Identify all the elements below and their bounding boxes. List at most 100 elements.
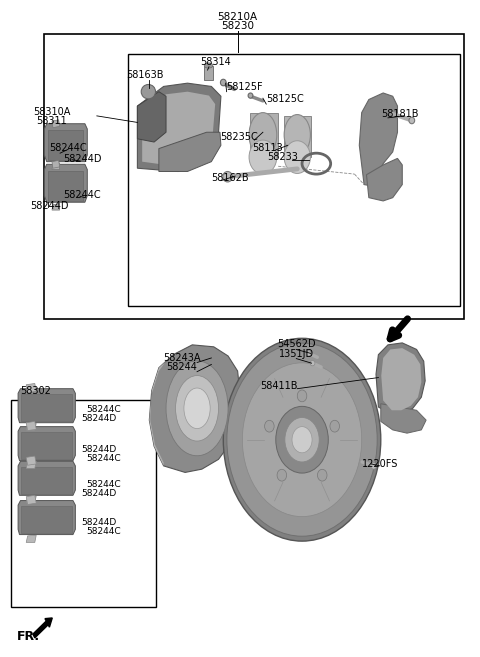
Polygon shape bbox=[52, 204, 60, 210]
Polygon shape bbox=[52, 163, 60, 170]
Text: 58162B: 58162B bbox=[211, 173, 248, 183]
Polygon shape bbox=[26, 421, 36, 430]
Text: 58181B: 58181B bbox=[381, 109, 419, 119]
Ellipse shape bbox=[284, 114, 311, 155]
Text: 58163B: 58163B bbox=[126, 70, 163, 80]
Text: 58244D: 58244D bbox=[30, 201, 69, 211]
Polygon shape bbox=[22, 466, 72, 494]
Polygon shape bbox=[26, 423, 36, 430]
Text: 58125F: 58125F bbox=[227, 81, 263, 92]
Polygon shape bbox=[26, 461, 36, 468]
Ellipse shape bbox=[249, 140, 277, 174]
Text: 58244D: 58244D bbox=[63, 154, 102, 164]
Ellipse shape bbox=[409, 117, 415, 124]
Ellipse shape bbox=[317, 469, 327, 481]
Bar bbox=[284, 116, 311, 157]
Text: FR.: FR. bbox=[17, 629, 40, 643]
Polygon shape bbox=[376, 343, 425, 413]
FancyArrow shape bbox=[33, 618, 52, 638]
Ellipse shape bbox=[264, 420, 274, 432]
Polygon shape bbox=[52, 120, 60, 127]
Polygon shape bbox=[18, 426, 75, 461]
Ellipse shape bbox=[297, 390, 307, 402]
Text: 58244C: 58244C bbox=[63, 190, 101, 200]
Ellipse shape bbox=[292, 426, 312, 453]
Polygon shape bbox=[18, 389, 75, 422]
Text: 58244D: 58244D bbox=[82, 414, 117, 422]
Ellipse shape bbox=[223, 171, 232, 182]
Text: 58125C: 58125C bbox=[266, 94, 304, 104]
Text: 1220FS: 1220FS bbox=[361, 459, 398, 468]
Bar bbox=[128, 54, 459, 306]
Text: 58244C: 58244C bbox=[86, 480, 121, 489]
Polygon shape bbox=[18, 501, 75, 535]
Text: 58243A: 58243A bbox=[163, 353, 201, 363]
Text: 1351JD: 1351JD bbox=[279, 349, 314, 359]
Polygon shape bbox=[18, 461, 75, 495]
Ellipse shape bbox=[242, 363, 362, 516]
Polygon shape bbox=[52, 160, 60, 168]
Ellipse shape bbox=[141, 85, 156, 99]
Polygon shape bbox=[48, 171, 83, 201]
Polygon shape bbox=[44, 124, 87, 162]
Text: 58244C: 58244C bbox=[86, 527, 121, 536]
Polygon shape bbox=[44, 164, 87, 202]
Bar bbox=[44, 34, 464, 319]
Polygon shape bbox=[48, 130, 83, 160]
Ellipse shape bbox=[176, 376, 218, 441]
Polygon shape bbox=[149, 345, 240, 472]
Polygon shape bbox=[360, 93, 397, 186]
Polygon shape bbox=[22, 394, 72, 421]
Ellipse shape bbox=[248, 93, 253, 98]
Bar bbox=[204, 66, 213, 80]
Ellipse shape bbox=[223, 338, 381, 541]
Text: 58233: 58233 bbox=[267, 152, 299, 162]
Ellipse shape bbox=[330, 420, 339, 432]
Text: 58230: 58230 bbox=[221, 22, 254, 32]
Polygon shape bbox=[381, 348, 421, 410]
Polygon shape bbox=[149, 355, 173, 466]
Polygon shape bbox=[137, 83, 221, 171]
Text: 58113: 58113 bbox=[252, 143, 283, 152]
Bar bbox=[11, 401, 156, 606]
Ellipse shape bbox=[249, 112, 277, 157]
Text: 58244: 58244 bbox=[167, 362, 197, 372]
Polygon shape bbox=[26, 496, 36, 503]
Polygon shape bbox=[22, 432, 72, 459]
Text: 58310A: 58310A bbox=[33, 107, 70, 117]
Ellipse shape bbox=[284, 141, 311, 173]
Ellipse shape bbox=[166, 361, 228, 456]
Ellipse shape bbox=[371, 463, 376, 469]
Polygon shape bbox=[26, 535, 36, 543]
Ellipse shape bbox=[285, 417, 319, 462]
Ellipse shape bbox=[220, 79, 226, 86]
Text: 58244C: 58244C bbox=[49, 143, 87, 152]
Text: 58411B: 58411B bbox=[260, 380, 298, 391]
Polygon shape bbox=[142, 92, 215, 166]
Ellipse shape bbox=[184, 388, 210, 428]
Polygon shape bbox=[366, 158, 402, 201]
Polygon shape bbox=[381, 404, 426, 433]
Text: 58244C: 58244C bbox=[86, 405, 121, 413]
Text: 58235C: 58235C bbox=[220, 132, 257, 142]
Text: 58314: 58314 bbox=[200, 57, 230, 67]
Bar bbox=[250, 112, 278, 157]
Text: 58210A: 58210A bbox=[217, 12, 258, 22]
Polygon shape bbox=[137, 92, 166, 142]
Polygon shape bbox=[26, 456, 36, 465]
Text: 58244D: 58244D bbox=[82, 445, 117, 454]
Ellipse shape bbox=[204, 63, 213, 68]
Ellipse shape bbox=[227, 343, 377, 536]
Text: 54562D: 54562D bbox=[277, 340, 316, 350]
Ellipse shape bbox=[310, 361, 315, 366]
Text: 58311: 58311 bbox=[36, 116, 67, 125]
Ellipse shape bbox=[276, 406, 328, 473]
Polygon shape bbox=[26, 384, 36, 393]
Text: 58244C: 58244C bbox=[86, 454, 121, 463]
Polygon shape bbox=[159, 132, 221, 171]
Ellipse shape bbox=[306, 351, 311, 356]
Text: 58244D: 58244D bbox=[82, 518, 117, 527]
Ellipse shape bbox=[277, 469, 287, 481]
Text: 58244D: 58244D bbox=[82, 489, 117, 498]
Polygon shape bbox=[26, 495, 36, 505]
